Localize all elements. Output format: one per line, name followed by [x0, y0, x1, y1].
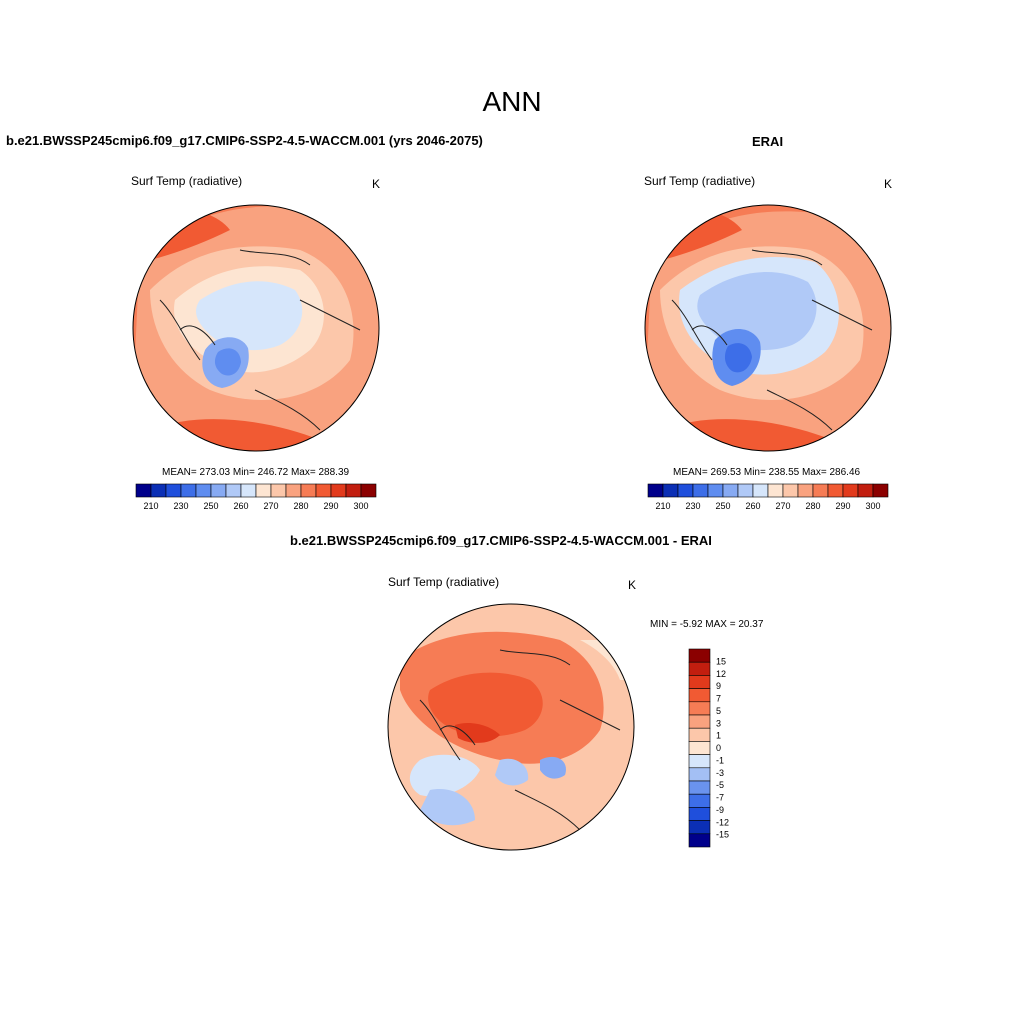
colorbar-3-swatch — [688, 714, 711, 729]
colorbar-1-swatch — [135, 483, 152, 498]
colorbar-2-swatch — [827, 483, 844, 498]
colorbar-3-swatch — [688, 701, 711, 716]
colorbar-3-swatch — [688, 833, 711, 848]
colorbar-3-swatch — [688, 767, 711, 782]
colorbar-3-swatch — [688, 741, 711, 755]
colorbar-3-swatch — [688, 793, 711, 808]
colorbar-3-tick-label: -3 — [716, 768, 724, 778]
panel-1-units-label: K — [372, 177, 381, 191]
colorbar-1-swatch — [345, 483, 362, 498]
colorbar-2-swatch — [857, 483, 874, 498]
colorbar-2-swatch — [647, 483, 664, 498]
colorbar-2-swatch — [707, 483, 724, 498]
colorbar-3-swatch — [688, 661, 711, 676]
colorbar-2-swatch — [872, 483, 889, 498]
colorbar-1-swatch — [150, 483, 167, 498]
colorbar-2-swatch — [662, 483, 679, 498]
map-3-polar-projection — [387, 603, 635, 851]
colorbar-2-swatch — [842, 483, 859, 498]
colorbar-3-swatch — [688, 820, 711, 835]
panel-3-case-title: b.e21.BWSSP245cmip6.f09_g17.CMIP6-SSP2-4… — [290, 533, 712, 548]
colorbar-3-tick-label: 7 — [716, 694, 721, 704]
colorbar-3-tick-label: -1 — [716, 755, 724, 765]
colorbar-1-swatch — [180, 483, 197, 498]
colorbar-2-tick-label: 210 — [655, 501, 670, 511]
colorbar-2-swatch — [692, 483, 709, 498]
colorbar-1-tick-label: 280 — [293, 501, 308, 511]
panel-3-variable-label: Surf Temp (radiative) — [388, 575, 500, 589]
panel-2-units-label: K — [884, 177, 893, 191]
colorbar-1-tick-label: 270 — [263, 501, 278, 511]
colorbar-1-swatch — [270, 483, 287, 498]
colorbar-3-tick-label: -5 — [716, 780, 724, 790]
panel-1-case-title: b.e21.BWSSP245cmip6.f09_g17.CMIP6-SSP2-4… — [6, 133, 483, 148]
colorbar-3-swatch — [688, 807, 711, 821]
colorbar-3-tick-label: -12 — [716, 817, 729, 827]
colorbar-3-tick-label: 5 — [716, 706, 721, 716]
colorbar-panel-1: 210 230 250 260 270 280 290 300 — [135, 483, 377, 511]
colorbar-3-swatch — [688, 754, 711, 769]
colorbar-1-swatch — [255, 483, 272, 498]
colorbar-1-swatch — [195, 483, 212, 498]
colorbar-2-swatch — [722, 483, 739, 498]
map-1-polar-projection — [132, 204, 380, 452]
colorbar-panel-2: 210 230 250 260 270 280 290 300 — [647, 483, 889, 511]
colorbar-1-tick-label: 230 — [173, 501, 188, 511]
panel-2-variable-label: Surf Temp (radiative) — [644, 174, 756, 188]
page-title: ANN — [482, 86, 542, 117]
colorbar-1-tick-label: 260 — [233, 501, 248, 511]
colorbar-2-tick-label: 260 — [745, 501, 760, 511]
panel-3-stats: MIN = -5.92 MAX = 20.37 — [650, 619, 764, 630]
colorbar-1-swatch — [330, 483, 347, 498]
colorbar-1-swatch — [240, 483, 257, 498]
colorbar-1-swatch — [315, 483, 332, 498]
colorbar-3-tick-label: 1 — [716, 731, 721, 741]
colorbar-3-tick-label: 3 — [716, 718, 721, 728]
colorbar-3-swatch — [688, 688, 711, 703]
colorbar-2-tick-label: 250 — [715, 501, 730, 511]
colorbar-3-swatch — [688, 675, 711, 689]
panel-3-units-label: K — [628, 578, 637, 592]
colorbar-2-swatch — [782, 483, 799, 498]
colorbar-3-swatch — [688, 780, 711, 795]
colorbar-3-tick-label: -9 — [716, 805, 724, 815]
colorbar-1-swatch — [165, 483, 182, 498]
colorbar-panel-3: 15 12 9 7 5 3 1 0 -1 -3 -5 -7 -9 -12 -15 — [688, 648, 729, 848]
colorbar-1-swatch — [225, 483, 242, 498]
colorbar-3-tick-label: -7 — [716, 793, 724, 803]
map-2-polar-projection — [644, 204, 892, 452]
colorbar-1-tick-label: 290 — [323, 501, 338, 511]
colorbar-2-swatch — [752, 483, 769, 498]
colorbar-2-tick-label: 300 — [865, 501, 880, 511]
colorbar-2-tick-label: 230 — [685, 501, 700, 511]
colorbar-3-tick-label: -15 — [716, 830, 729, 840]
colorbar-3-tick-label: 0 — [716, 743, 721, 753]
colorbar-3-swatch — [688, 648, 711, 663]
colorbar-1-swatch — [360, 483, 377, 498]
colorbar-1-tick-label: 300 — [353, 501, 368, 511]
colorbar-3-tick-label: 9 — [716, 681, 721, 691]
colorbar-2-swatch — [767, 483, 784, 498]
colorbar-2-tick-label: 290 — [835, 501, 850, 511]
panel-1-variable-label: Surf Temp (radiative) — [131, 174, 243, 188]
colorbar-2-swatch — [677, 483, 694, 498]
colorbar-3-tick-label: 15 — [716, 656, 726, 666]
colorbar-2-tick-label: 270 — [775, 501, 790, 511]
colorbar-1-tick-label: 210 — [143, 501, 158, 511]
colorbar-3-swatch — [688, 727, 711, 742]
colorbar-2-swatch — [737, 483, 754, 498]
colorbar-1-swatch — [300, 483, 317, 498]
colorbar-1-swatch — [285, 483, 302, 498]
panel-1-stats: MEAN= 273.03 Min= 246.72 Max= 288.39 — [162, 467, 350, 478]
panel-2-case-title: ERAI — [752, 134, 784, 149]
colorbar-2-swatch — [812, 483, 829, 498]
colorbar-1-tick-label: 250 — [203, 501, 218, 511]
colorbar-2-swatch — [797, 483, 814, 498]
colorbar-2-tick-label: 280 — [805, 501, 820, 511]
colorbar-1-swatch — [210, 483, 227, 498]
panel-2-stats: MEAN= 269.53 Min= 238.55 Max= 286.46 — [673, 467, 861, 478]
colorbar-3-tick-label: 12 — [716, 669, 726, 679]
